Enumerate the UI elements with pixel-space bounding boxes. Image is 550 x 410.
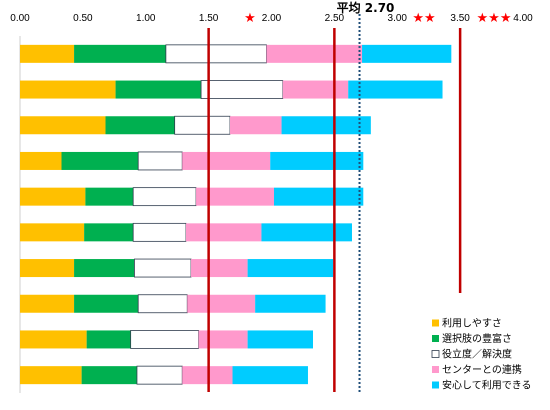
x-tick-label: 3.50: [450, 13, 470, 24]
legend-swatch: [432, 381, 439, 389]
bar-6-segment-1: [20, 223, 85, 242]
legend-label: センターとの連携: [442, 363, 522, 376]
bar-7-segment-2: [74, 259, 135, 278]
bar-4-segment-5: [270, 151, 364, 170]
bar-9-segment-5: [247, 330, 313, 349]
bar-6-segment-3: [132, 222, 187, 242]
bar-8-segment-3: [137, 294, 188, 314]
x-tick-label: 2.50: [325, 13, 345, 24]
x-tick-label: 1.00: [136, 13, 156, 24]
legend-swatch: [432, 335, 439, 342]
bar-7-segment-1: [20, 259, 75, 278]
bar-4-segment-3: [137, 151, 183, 171]
bar-5-segment-2: [85, 187, 134, 206]
legend-item: 利用しやすさ: [432, 318, 502, 330]
bar-4-segment-2: [61, 151, 139, 170]
legend-swatch: [431, 350, 440, 358]
legend-label: 役立度／解決度: [442, 348, 512, 361]
bar-9-segment-1: [20, 330, 87, 349]
legend-item: 選択肢の豊富さ: [432, 332, 512, 345]
bar-2-segment-5: [348, 80, 443, 99]
legend-item: センターとの連携: [432, 363, 522, 376]
legend-label: 安心して利用できる: [442, 379, 532, 392]
bar-10-segment-1: [20, 366, 82, 385]
x-axis-tick-labels: 0.00 0.50 1.00 1.50 2.00 2.50 3.00 3.50 4.00: [10, 13, 533, 24]
legend-item: 役立度／解決度: [431, 348, 512, 361]
bar-3-segment-2: [105, 116, 175, 135]
bar-6-segment-4: [185, 223, 262, 242]
bar-8-segment-1: [20, 294, 75, 313]
x-tick-label: 1.50: [199, 13, 219, 24]
bar-3-segment-4: [230, 116, 282, 135]
average-label: 平均 2.70: [337, 0, 395, 15]
bar-5-segment-1: [20, 187, 86, 206]
bar-8-segment-4: [187, 294, 256, 313]
bar-1-segment-3: [165, 44, 267, 64]
bar-1-segment-2: [74, 44, 166, 63]
bar-5-segment-3: [132, 187, 197, 207]
rating-stars: ★★: [412, 11, 435, 26]
legend-label: 選択肢の豊富さ: [442, 332, 512, 345]
bar-2-segment-1: [20, 80, 116, 99]
bar-10-segment-2: [81, 366, 137, 385]
bar-1-segment-4: [266, 44, 363, 63]
bar-8-segment-5: [255, 294, 326, 313]
bar-7-segment-3: [134, 258, 192, 278]
bar-10-segment-5: [232, 366, 308, 385]
legend-swatch: [432, 366, 439, 373]
legend-swatch: [432, 319, 439, 327]
bar-6-segment-2: [84, 223, 134, 242]
x-tick-label: 2.00: [262, 13, 282, 24]
rating-stars: ★★★: [477, 11, 512, 26]
bar-2-segment-4: [282, 80, 349, 99]
bar-4-segment-1: [20, 151, 62, 170]
bar-6-segment-5: [261, 223, 352, 242]
bars: [20, 44, 452, 385]
bar-10-segment-4: [182, 366, 233, 385]
x-tick-label: 4.00: [513, 13, 533, 24]
average-marker: 平均 2.70: [337, 0, 395, 392]
bar-5-segment-4: [196, 187, 275, 206]
bar-3-segment-1: [20, 116, 106, 135]
x-tick-label: 3.00: [388, 13, 408, 24]
bar-10-segment-3: [136, 365, 183, 385]
bar-9-segment-2: [86, 330, 131, 349]
bar-3-segment-3: [174, 115, 231, 135]
bar-9-segment-4: [198, 330, 248, 349]
bar-2-segment-2: [115, 80, 202, 99]
bar-5-segment-5: [274, 187, 364, 206]
bar-4-segment-4: [182, 151, 271, 170]
reference-lines: ★ ★★ ★★★: [207, 11, 512, 392]
legend-label: 利用しやすさ: [442, 318, 502, 330]
bar-7-segment-4: [191, 259, 248, 278]
bar-9-segment-3: [130, 330, 199, 349]
x-tick-label: 0.00: [10, 13, 30, 24]
rating-stars: ★: [244, 11, 256, 26]
legend-item: 安心して利用できる: [432, 379, 532, 392]
bar-1-segment-5: [362, 44, 452, 63]
x-tick-label: 0.50: [73, 13, 93, 24]
bar-1-segment-1: [20, 44, 75, 63]
bar-2-segment-3: [200, 80, 284, 99]
bar-7-segment-5: [247, 259, 334, 278]
bar-3-segment-5: [281, 116, 371, 135]
bar-8-segment-2: [74, 294, 139, 313]
